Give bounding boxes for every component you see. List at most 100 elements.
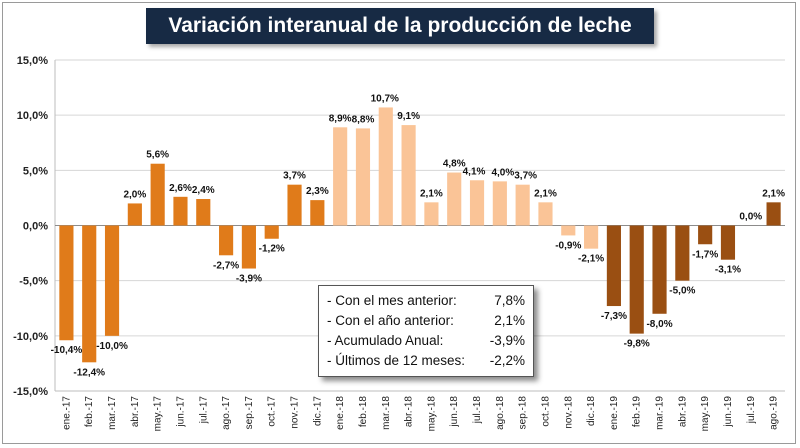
value-label: -2,7%	[213, 260, 239, 271]
x-tick-label: ene.-17	[61, 396, 72, 430]
bar	[538, 202, 553, 226]
value-label: -10,4%	[51, 345, 83, 356]
bar	[698, 225, 713, 245]
bar	[241, 225, 256, 269]
value-label: 2,6%	[169, 183, 192, 194]
value-label: -8,0%	[646, 319, 672, 330]
x-tick-label: abr.-17	[130, 396, 141, 428]
value-label: 4,1%	[463, 166, 486, 177]
y-tick-label: -10,0%	[13, 331, 48, 343]
stats-box: - Con el mes anterior: 7,8% - Con el año…	[318, 285, 534, 377]
bars	[59, 107, 781, 363]
bar	[150, 163, 165, 226]
bar	[310, 200, 325, 226]
x-tick-label: ene.-19	[609, 396, 620, 430]
bar	[127, 203, 142, 226]
stat-value: 2,1%	[494, 313, 525, 328]
bar	[173, 196, 188, 226]
bar	[584, 225, 599, 249]
bar	[675, 225, 690, 281]
value-label: -1,7%	[692, 249, 718, 260]
value-label: 4,0%	[491, 167, 514, 178]
x-tick-label: ago.-18	[495, 396, 506, 430]
bar	[378, 107, 393, 226]
x-tick-label: may.-17	[153, 396, 164, 432]
y-tick-label: 10,0%	[17, 110, 48, 122]
x-tick-label: feb.-19	[632, 396, 643, 428]
bar	[104, 225, 120, 336]
bar	[333, 127, 348, 226]
value-label: 5,6%	[146, 150, 169, 161]
x-tick-label: feb.-18	[358, 396, 369, 428]
stat-label: - Últimos de 12 meses:	[327, 353, 466, 368]
x-tick-label: nov.-18	[563, 396, 574, 429]
x-tick-label: oct.-18	[540, 396, 551, 427]
bar	[59, 225, 74, 341]
x-tick-label: may.-19	[700, 396, 711, 432]
x-tick-labels: ene.-17 feb.-17 mar.-17 abr.-17 may.-17 jun.-…	[61, 396, 779, 432]
value-label: -7,3%	[601, 311, 627, 322]
y-tick-label: -15,0%	[13, 386, 48, 398]
bar	[469, 180, 485, 226]
y-tick-label: 0,0%	[23, 221, 48, 233]
stat-row-ano-anterior: - Con el año anterior: 2,1%	[327, 311, 525, 331]
bar	[264, 225, 279, 239]
bar	[561, 225, 576, 236]
value-label: 2,1%	[420, 188, 443, 199]
x-tick-label: sep.-18	[518, 396, 529, 430]
x-tick-label: mar.-19	[655, 396, 666, 430]
value-label: 2,4%	[192, 185, 215, 196]
x-tick-label: mar.-18	[381, 396, 392, 430]
bar	[424, 202, 439, 226]
value-label: 2,1%	[534, 188, 557, 199]
value-label: 4,8%	[443, 159, 466, 170]
value-label: -3,9%	[236, 274, 262, 285]
x-tick-label: may.-18	[426, 396, 437, 432]
bar	[355, 128, 371, 226]
x-tick-label: oct.-17	[267, 396, 278, 427]
x-tick-label: jun.-19	[723, 396, 734, 428]
stat-row-acumulado-anual: - Acumulado Anual: -3,9%	[327, 331, 525, 351]
value-label: -5,0%	[669, 286, 695, 297]
x-tick-label: jul.-19	[746, 396, 757, 425]
bar	[287, 184, 302, 226]
bar	[82, 225, 97, 363]
x-tick-label: jul.-17	[198, 396, 209, 425]
x-tick-label: nov.-17	[290, 396, 301, 429]
value-label: 2,1%	[762, 188, 785, 199]
x-tick-label: dic.-17	[312, 396, 323, 426]
value-label: -9,8%	[624, 339, 650, 350]
value-label: 8,8%	[352, 114, 375, 125]
value-label: -2,1%	[578, 254, 604, 265]
x-tick-label: mar.-17	[107, 396, 118, 430]
value-label: -12,4%	[73, 367, 105, 378]
x-tick-label: jun.-17	[175, 396, 186, 428]
stat-label: - Con el mes anterior:	[327, 293, 457, 308]
x-tick-label: abr.-18	[404, 396, 415, 428]
x-tick-label: jul.-18	[472, 396, 483, 425]
value-label: 2,3%	[306, 186, 329, 197]
x-tick-label: ago.-19	[769, 396, 780, 430]
bar	[515, 184, 530, 226]
y-tick-labels: -15,0% -10,0% -5,0% 0,0% 5,0% 10,0% 15,0%	[13, 55, 48, 398]
stat-value: -3,9%	[489, 333, 525, 348]
value-labels: -10,4% -12,4% -10,0% 2,0% 5,6% 2,6% 2,4% -2,7% -…	[51, 93, 786, 378]
bar	[492, 181, 507, 226]
x-tick-label: jun.-18	[449, 396, 460, 428]
stat-value: -2,2%	[489, 353, 525, 368]
bar	[447, 172, 462, 226]
stat-row-mes-anterior: - Con el mes anterior: 7,8%	[327, 291, 525, 311]
x-tick-label: dic.-18	[586, 396, 597, 426]
value-label: -0,9%	[555, 240, 581, 251]
value-label: 8,9%	[329, 113, 352, 124]
value-label: -3,1%	[715, 265, 741, 276]
bar	[652, 225, 667, 314]
value-label: 3,7%	[514, 171, 537, 182]
value-label: 10,7%	[371, 93, 399, 104]
bar	[606, 225, 621, 307]
value-label: -1,2%	[259, 244, 285, 255]
stat-label: - Con el año anterior:	[327, 313, 454, 328]
stat-label: - Acumulado Anual:	[327, 333, 444, 348]
y-tick-label: 15,0%	[17, 55, 48, 67]
